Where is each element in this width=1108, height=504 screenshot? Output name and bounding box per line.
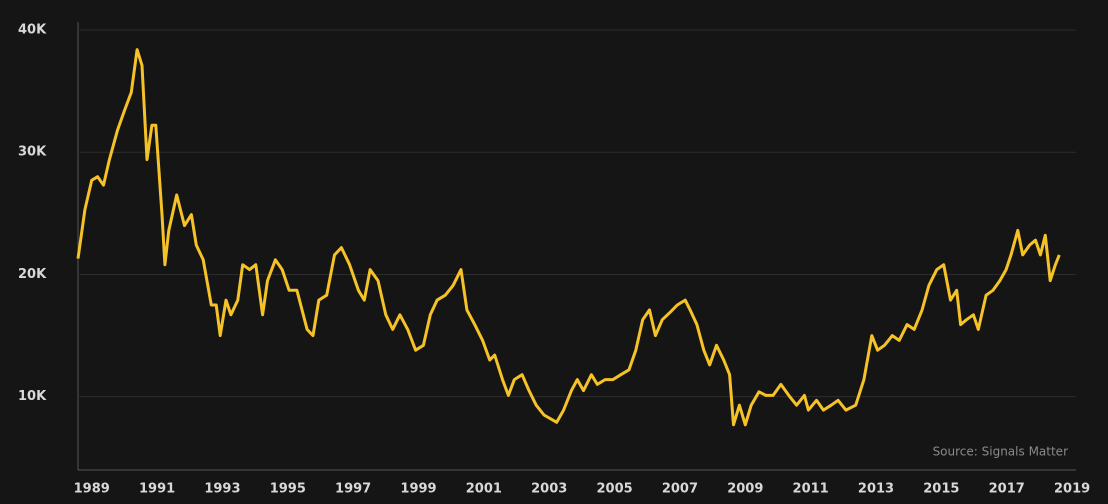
- x-tick-label: 1999: [400, 482, 436, 497]
- x-tick-label: 2003: [531, 482, 567, 497]
- x-tick-label: 2011: [793, 482, 829, 497]
- y-tick-label: 40K: [18, 23, 47, 38]
- x-tick-label: 1991: [139, 482, 175, 497]
- x-tick-label: 2009: [727, 482, 763, 497]
- x-tick-label: 2019: [1054, 482, 1090, 497]
- y-tick-label: 10K: [18, 389, 47, 404]
- y-tick-label: 30K: [18, 145, 47, 160]
- y-tick-label: 20K: [18, 267, 47, 282]
- x-tick-label: 2015: [923, 482, 959, 497]
- x-tick-label: 2001: [466, 482, 502, 497]
- line-series: [76, 48, 1061, 427]
- x-tick-label: 2017: [989, 482, 1025, 497]
- x-tick-label: 2013: [858, 482, 894, 497]
- x-tick-label: 1995: [270, 482, 306, 497]
- x-tick-label: 2005: [596, 482, 632, 497]
- x-tick-label: 1997: [335, 482, 371, 497]
- x-tick-label: 2007: [662, 482, 698, 497]
- x-tick-label: 1993: [204, 482, 240, 497]
- x-tick-label: 1989: [74, 482, 110, 497]
- source-note: Source: Signals Matter: [933, 445, 1069, 459]
